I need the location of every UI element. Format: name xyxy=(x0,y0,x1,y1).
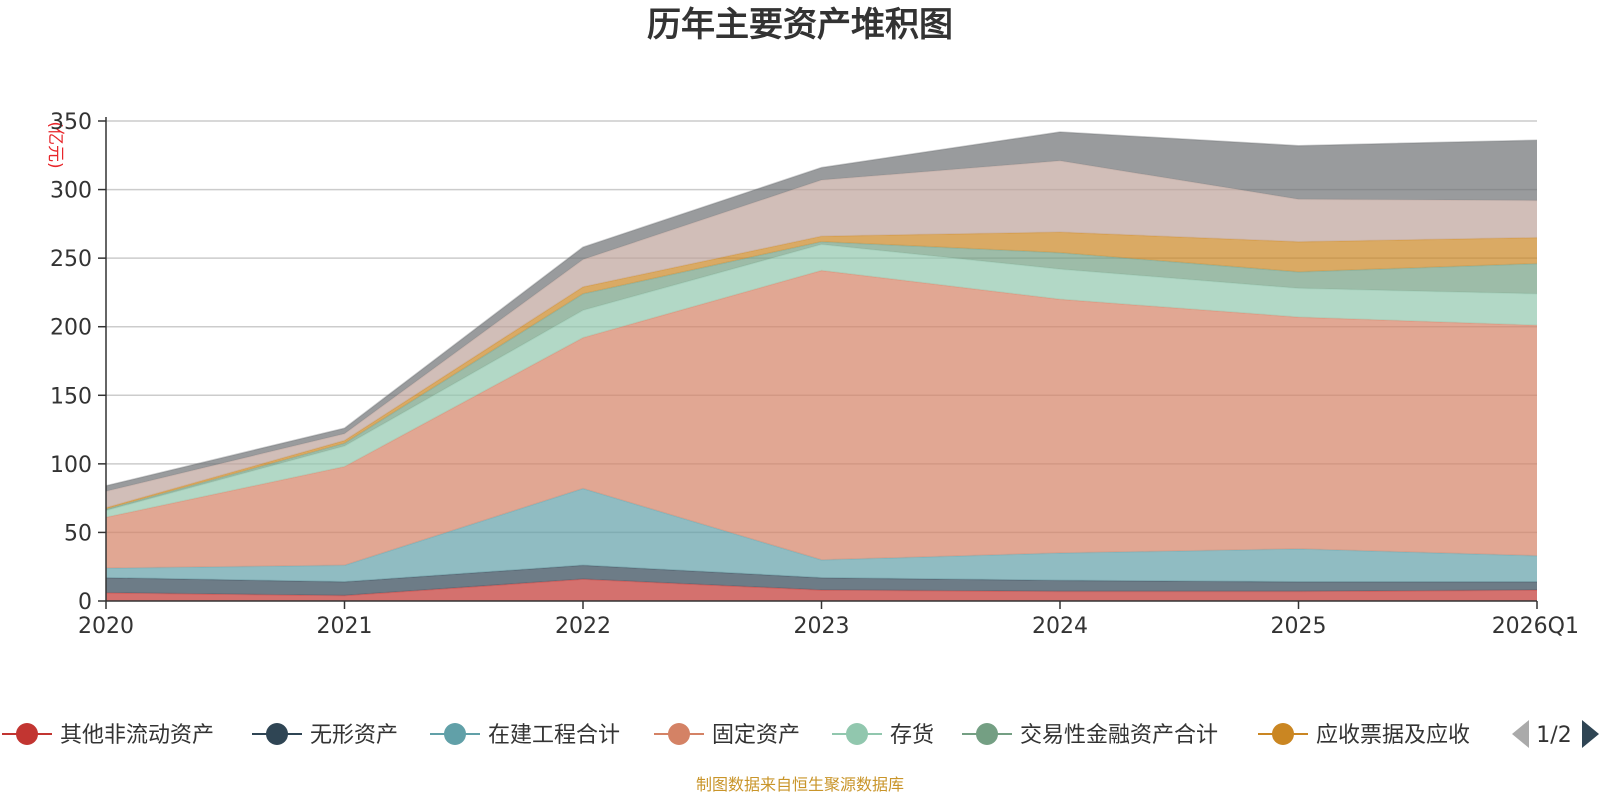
legend-marker-icon xyxy=(444,723,466,745)
y-tick-label: 0 xyxy=(78,590,92,615)
area-series-8 xyxy=(106,160,1537,508)
area-series-3 xyxy=(106,488,1537,582)
legend: 其他非流动资产 无形资产 在建工程合计 固定资产 存货 交易性金融资产合计 应收票据及应收 1… xyxy=(2,720,1599,748)
area-series-1 xyxy=(106,579,1537,601)
x-tick-label: 2026Q1 xyxy=(1492,614,1579,639)
area-series-7 xyxy=(106,232,1537,510)
x-tick-label: 2024 xyxy=(1032,614,1088,639)
legend-item[interactable]: 无形资产 xyxy=(252,723,398,748)
legend-marker-icon xyxy=(266,723,288,745)
x-tick-label: 2020 xyxy=(78,614,134,639)
legend-label: 其他非流动资产 xyxy=(60,723,214,748)
area-series-edge xyxy=(105,131,1538,487)
legend-marker-icon xyxy=(976,723,998,745)
legend-item[interactable]: 其他非流动资产 xyxy=(2,723,214,748)
y-tick-label: 50 xyxy=(64,521,92,546)
legend-page-indicator: 1/2 xyxy=(1536,723,1571,748)
area-series xyxy=(105,131,1538,601)
legend-item[interactable]: 应收票据及应收 xyxy=(1258,723,1470,748)
x-tick-label: 2025 xyxy=(1271,614,1327,639)
x-tick-label: 2023 xyxy=(794,614,850,639)
legend-marker-icon xyxy=(16,723,38,745)
legend-label: 存货 xyxy=(890,723,934,748)
y-tick-label: 200 xyxy=(50,316,92,341)
legend-label: 交易性金融资产合计 xyxy=(1020,723,1218,748)
legend-item[interactable]: 固定资产 xyxy=(654,723,800,748)
area-series-2 xyxy=(106,565,1537,596)
legend-item[interactable]: 在建工程合计 xyxy=(430,723,620,748)
y-tick-label: 150 xyxy=(50,384,92,409)
legend-label: 无形资产 xyxy=(310,723,398,748)
x-tick-label: 2021 xyxy=(317,614,373,639)
x-tick-label: 2022 xyxy=(555,614,611,639)
legend-prev-page-icon[interactable] xyxy=(1512,720,1529,748)
legend-next-page-icon[interactable] xyxy=(1582,720,1599,748)
y-tick-label: 100 xyxy=(50,453,92,478)
legend-item[interactable]: 交易性金融资产合计 xyxy=(962,723,1218,748)
legend-label: 在建工程合计 xyxy=(488,723,620,748)
legend-marker-icon xyxy=(668,723,690,745)
area-series-4 xyxy=(106,270,1537,569)
area-series-9 xyxy=(106,132,1537,492)
y-tick-label: 250 xyxy=(50,247,92,272)
y-tick-label: 350 xyxy=(50,110,92,135)
legend-marker-icon xyxy=(846,723,868,745)
legend-label: 应收票据及应收 xyxy=(1316,723,1470,748)
y-axis-unit-label: (亿元) xyxy=(45,121,65,168)
legend-item[interactable]: 存货 xyxy=(832,723,934,748)
legend-marker-icon xyxy=(1272,723,1294,745)
axes: 0 50 100 150 200 250 300 350 2020 2021 2022 2023 202… xyxy=(50,110,1579,639)
chart-title: 历年主要资产堆积图 xyxy=(647,5,953,45)
y-tick-label: 300 xyxy=(50,179,92,204)
legend-label: 固定资产 xyxy=(712,723,800,748)
data-source-note: 制图数据来自恒生聚源数据库 xyxy=(696,775,904,794)
